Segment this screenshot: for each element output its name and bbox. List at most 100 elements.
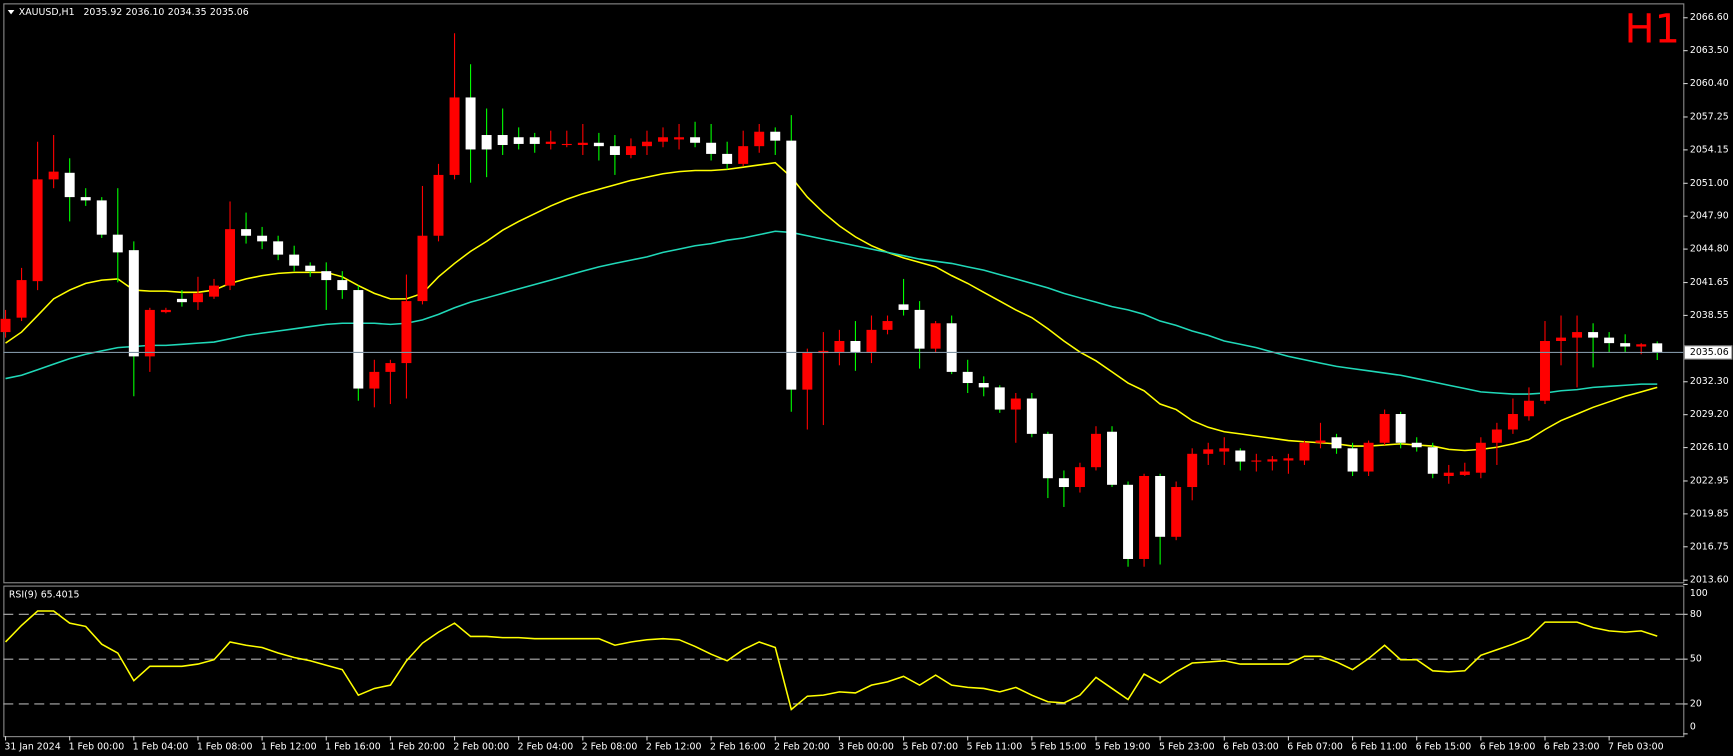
timeframe-label: H1 (1625, 7, 1680, 53)
chart-title: XAUUSD,H1 (19, 7, 75, 18)
x-tick-label: 3 Feb 00:00 (838, 742, 894, 753)
candle-body (1058, 478, 1069, 488)
candle-body (305, 265, 316, 272)
candle-body (289, 254, 300, 266)
y-tick-label: 2041.65 (1690, 277, 1729, 288)
candle-body (561, 143, 572, 146)
candle-body (850, 341, 861, 353)
candle-body (866, 329, 877, 353)
candle-body (1379, 414, 1390, 443)
candle-body (112, 234, 123, 253)
candle-body (96, 200, 107, 235)
candle-body (1026, 398, 1037, 434)
candle-body (914, 309, 925, 349)
x-tick-label: 2 Feb 12:00 (646, 742, 702, 753)
candle-body (1107, 431, 1117, 485)
candle-body (1523, 400, 1534, 417)
moving-average (5, 161, 1658, 452)
candle-body (930, 323, 941, 349)
candle-body (513, 137, 524, 144)
candle-body (962, 371, 973, 384)
candle-body (1074, 467, 1085, 488)
candle-body (1620, 343, 1631, 347)
candle-body (1556, 337, 1567, 342)
x-tick-label: 2 Feb 20:00 (774, 742, 830, 753)
y-tick-label: 2047.90 (1690, 211, 1729, 222)
y-tick-label: 2029.20 (1690, 409, 1729, 420)
candle-body (225, 229, 236, 286)
x-tick-label: 31 Jan 2024 (4, 742, 60, 753)
candle-body (1235, 450, 1246, 462)
candle-body (1540, 341, 1550, 401)
price-label: 2035.06 (1690, 347, 1729, 358)
candle-body (545, 141, 556, 144)
candle-body (1267, 459, 1278, 462)
candle-body (1604, 337, 1615, 344)
candle-body (241, 229, 252, 236)
x-tick-label: 1 Feb 12:00 (261, 742, 317, 753)
y-tick-label: 2054.15 (1690, 144, 1729, 155)
candle-body (1155, 475, 1166, 537)
candle-body (658, 137, 668, 142)
candle-body (882, 321, 893, 330)
candle-body (1572, 332, 1583, 338)
candle-body (1588, 332, 1599, 338)
x-tick-label: 7 Feb 03:00 (1608, 742, 1664, 753)
rsi-y-tick-label: 0 (1690, 722, 1696, 733)
candle-body (273, 241, 284, 255)
candle-body (609, 146, 620, 155)
y-tick-label: 2026.10 (1690, 442, 1729, 453)
candle-body (176, 298, 187, 303)
candle-body (144, 309, 155, 357)
candle-body (417, 235, 428, 302)
rsi-y-tick-label: 50 (1690, 654, 1702, 665)
candle-body (641, 141, 652, 147)
candle-body (898, 304, 909, 310)
candle-body (690, 137, 701, 143)
candle-body (1363, 442, 1374, 472)
price-panel (3, 3, 1685, 584)
candle-body (0, 318, 11, 333)
x-tick-label: 5 Feb 11:00 (967, 742, 1023, 753)
candle-body (577, 142, 588, 145)
candle-body (1347, 448, 1358, 472)
candle-body (834, 341, 845, 353)
candle-body (257, 235, 268, 242)
candle-body (401, 301, 412, 364)
candle-body (1171, 487, 1182, 537)
rsi-y-tick-label: 100 (1690, 588, 1708, 599)
candle-body (1331, 437, 1342, 449)
ohlc-high: 2036.10 (126, 7, 165, 18)
y-tick-label: 2057.25 (1690, 111, 1729, 122)
y-tick-label: 2044.80 (1690, 244, 1729, 255)
x-tick-label: 2 Feb 08:00 (582, 742, 638, 753)
candle-body (1091, 433, 1101, 468)
candle-body (1203, 449, 1214, 454)
candle-body (353, 290, 364, 389)
candle-body (529, 137, 540, 144)
x-tick-label: 2 Feb 00:00 (453, 742, 509, 753)
candle-body (128, 250, 139, 357)
x-tick-label: 1 Feb 16:00 (325, 742, 381, 753)
x-tick-label: 2 Feb 16:00 (710, 742, 766, 753)
candle-body (946, 323, 957, 372)
x-tick-label: 2 Feb 04:00 (518, 742, 574, 753)
candle-body (1443, 472, 1454, 476)
rsi-panel (3, 585, 1685, 738)
candle-body (706, 142, 717, 154)
rsi-y-tick-label: 20 (1690, 698, 1702, 709)
candle-body (754, 131, 765, 147)
candle-body (209, 285, 219, 297)
candle-body (1283, 458, 1294, 461)
candle-body (321, 271, 332, 281)
candle-body (337, 280, 348, 291)
candle-body (1315, 440, 1326, 443)
x-tick-label: 6 Feb 23:00 (1544, 742, 1600, 753)
chart-header: XAUUSD,H1 2035.92 2036.10 2034.35 2035.06 (19, 7, 249, 18)
candle-body (1507, 414, 1518, 430)
candle-body (1636, 344, 1647, 347)
candle-body (1475, 442, 1486, 473)
candle-body (80, 197, 91, 201)
candle-body (449, 97, 460, 175)
